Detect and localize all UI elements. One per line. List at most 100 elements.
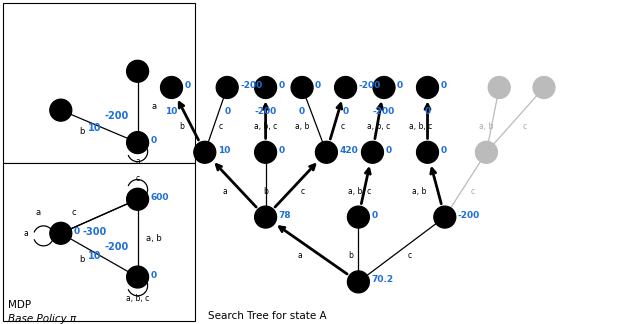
Text: A: A: [57, 105, 65, 115]
Circle shape: [373, 76, 395, 98]
Text: 10: 10: [88, 251, 102, 261]
Text: C: C: [134, 66, 141, 76]
Text: a, b, c: a, b, c: [410, 122, 433, 131]
Text: B: B: [495, 83, 503, 92]
Text: 0: 0: [397, 81, 403, 90]
Text: -200: -200: [373, 108, 395, 117]
Text: B: B: [369, 147, 376, 157]
Circle shape: [255, 206, 276, 228]
Text: B: B: [134, 138, 141, 147]
Text: b: b: [263, 187, 268, 196]
Text: -200: -200: [240, 81, 262, 90]
Text: 10: 10: [88, 123, 102, 133]
Text: 0: 0: [315, 81, 321, 90]
Text: 0: 0: [385, 146, 392, 155]
Text: a, b, c: a, b, c: [348, 187, 371, 196]
Text: MDP: MDP: [8, 300, 31, 309]
Text: C: C: [483, 147, 490, 157]
Text: C: C: [323, 147, 330, 157]
Text: B: B: [355, 212, 362, 222]
Text: a: a: [297, 251, 302, 260]
Circle shape: [335, 76, 356, 98]
Text: a, b, c: a, b, c: [367, 122, 390, 131]
Text: 0: 0: [150, 271, 157, 280]
Text: C: C: [223, 83, 231, 92]
Circle shape: [127, 60, 148, 82]
Text: 420: 420: [339, 146, 358, 155]
Circle shape: [348, 271, 369, 293]
Circle shape: [417, 141, 438, 163]
Circle shape: [417, 76, 438, 98]
Text: a: a: [135, 157, 140, 167]
Text: 600: 600: [150, 193, 169, 202]
Text: 0: 0: [371, 211, 378, 220]
Text: c: c: [71, 208, 76, 217]
Text: a, b: a, b: [412, 187, 426, 196]
Text: 0: 0: [224, 108, 230, 117]
Circle shape: [127, 132, 148, 154]
Circle shape: [50, 222, 72, 244]
Text: a, b: a, b: [146, 234, 161, 243]
Text: B: B: [134, 272, 141, 282]
Text: C: C: [342, 83, 349, 92]
Text: a, b: a, b: [295, 122, 309, 131]
Bar: [3, 163, 195, 321]
Text: a, b, c: a, b, c: [126, 294, 149, 303]
Text: 10: 10: [218, 146, 230, 155]
Text: B: B: [424, 147, 431, 157]
Text: A: A: [355, 277, 362, 287]
Circle shape: [348, 206, 369, 228]
Circle shape: [291, 76, 313, 98]
Text: 0: 0: [424, 108, 431, 117]
Circle shape: [50, 99, 72, 121]
Text: c: c: [136, 174, 140, 183]
Text: A: A: [57, 228, 65, 238]
Text: a: a: [23, 229, 28, 238]
Text: Base Policy π: Base Policy π: [8, 314, 76, 324]
Text: 0: 0: [440, 146, 447, 155]
Text: c: c: [408, 251, 412, 260]
Text: 78: 78: [278, 211, 291, 220]
Circle shape: [216, 76, 238, 98]
Text: 0: 0: [299, 108, 305, 117]
Circle shape: [127, 188, 148, 210]
Circle shape: [316, 141, 337, 163]
Text: A: A: [201, 147, 209, 157]
Circle shape: [533, 76, 555, 98]
Text: c: c: [219, 122, 223, 131]
Text: -200: -200: [358, 81, 381, 90]
Circle shape: [476, 141, 497, 163]
Text: 70.2: 70.2: [371, 275, 394, 284]
Text: 0: 0: [440, 81, 447, 90]
Text: a: a: [36, 208, 41, 217]
Text: B: B: [262, 83, 269, 92]
Text: b: b: [179, 122, 184, 131]
Text: a: a: [223, 187, 228, 196]
Text: -200: -200: [105, 111, 129, 121]
Text: 0: 0: [150, 136, 157, 145]
Circle shape: [161, 76, 182, 98]
Circle shape: [488, 76, 510, 98]
Text: b: b: [348, 251, 353, 260]
Text: c: c: [340, 122, 344, 131]
Text: a, b: a, b: [479, 122, 493, 131]
Text: C: C: [134, 194, 141, 204]
Circle shape: [127, 266, 148, 288]
Text: B: B: [424, 83, 431, 92]
Text: 0: 0: [278, 146, 285, 155]
Text: 0: 0: [342, 108, 349, 117]
Text: b: b: [79, 127, 84, 136]
Text: 10: 10: [165, 108, 178, 117]
Text: c: c: [301, 187, 305, 196]
Text: Search Tree for state A: Search Tree for state A: [208, 311, 326, 321]
Text: C: C: [441, 212, 449, 222]
Bar: [3, 3, 195, 163]
Text: c: c: [470, 187, 474, 196]
Text: B: B: [298, 83, 306, 92]
Circle shape: [194, 141, 216, 163]
Text: a: a: [151, 102, 156, 111]
Text: 0: 0: [184, 81, 191, 90]
Text: B: B: [168, 83, 175, 92]
Text: -200: -200: [255, 108, 276, 117]
Circle shape: [434, 206, 456, 228]
